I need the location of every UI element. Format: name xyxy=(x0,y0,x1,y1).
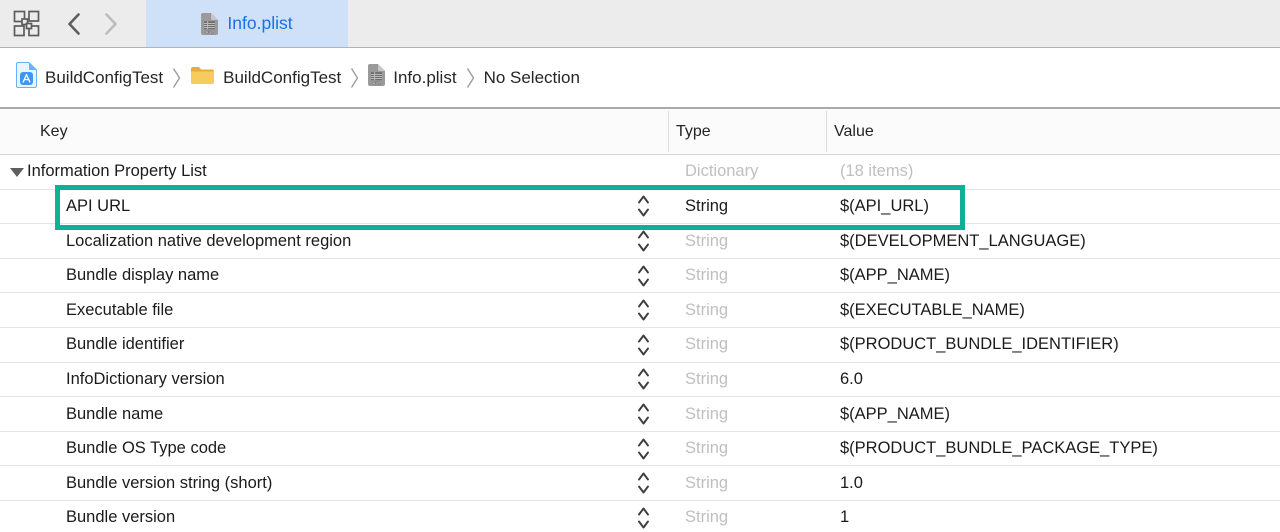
type-stepper[interactable] xyxy=(637,367,650,391)
table-row[interactable]: Bundle display name String $(APP_NAME) xyxy=(0,258,1280,294)
plist-file-icon: PLIST xyxy=(368,64,386,91)
row-type: String xyxy=(685,335,729,354)
row-type: String xyxy=(685,508,729,527)
row-key: Executable file xyxy=(66,300,174,319)
row-type: String xyxy=(685,369,729,388)
row-key: API URL xyxy=(66,196,131,215)
type-stepper[interactable] xyxy=(637,506,650,530)
type-stepper[interactable] xyxy=(637,298,650,322)
table-row[interactable]: InfoDictionary version String 6.0 xyxy=(0,362,1280,398)
breadcrumb: BuildConfigTest BuildConfigTest PLI xyxy=(0,48,1280,109)
row-key: Information Property List xyxy=(27,162,207,181)
row-type: String xyxy=(685,300,729,319)
row-value[interactable]: $(API_URL) xyxy=(840,196,929,215)
table-row[interactable]: Bundle OS Type code String $(PRODUCT_BUN… xyxy=(0,431,1280,467)
row-value[interactable]: $(APP_NAME) xyxy=(840,266,951,285)
row-key: Bundle version string (short) xyxy=(66,473,273,492)
related-items-icon[interactable] xyxy=(13,0,40,47)
forward-button[interactable] xyxy=(105,0,118,47)
table-row[interactable]: Executable file String $(EXECUTABLE_NAME… xyxy=(0,293,1280,329)
plist-file-icon: PLIST xyxy=(201,12,219,35)
table-row[interactable]: Information Property List Dictionary (18… xyxy=(0,155,1280,190)
column-divider xyxy=(826,111,827,152)
editor-tab-bar: PLIST Info.plist xyxy=(0,0,1280,48)
row-type: Dictionary xyxy=(685,162,759,181)
breadcrumb-item-file[interactable]: PLIST Info.plist xyxy=(368,64,457,91)
column-header-type: Type xyxy=(676,123,711,140)
folder-icon xyxy=(190,66,215,90)
tab-label: Info.plist xyxy=(227,13,293,33)
row-type: String xyxy=(685,473,729,492)
plist-file-icon: PLIST xyxy=(201,12,219,35)
table-row[interactable]: Bundle name String $(APP_NAME) xyxy=(0,397,1280,432)
row-value[interactable]: 1.0 xyxy=(840,473,863,492)
row-key: Bundle name xyxy=(66,404,164,423)
chevron-right-icon xyxy=(172,67,181,89)
type-stepper[interactable] xyxy=(637,333,650,357)
breadcrumb-label: Info.plist xyxy=(393,67,457,87)
table-row[interactable]: Bundle version String 1 xyxy=(0,501,1280,532)
type-stepper[interactable] xyxy=(637,264,650,288)
row-type: String xyxy=(685,231,729,250)
row-value[interactable]: $(DEVELOPMENT_LANGUAGE) xyxy=(840,231,1086,250)
plist-table-body: Information Property List Dictionary (18… xyxy=(0,155,1280,532)
table-row[interactable]: Localization native development region S… xyxy=(0,224,1280,259)
svg-text:PLIST: PLIST xyxy=(373,81,381,85)
row-key: Bundle OS Type code xyxy=(66,439,227,458)
breadcrumb-item-group[interactable]: BuildConfigTest xyxy=(190,66,341,90)
back-button[interactable] xyxy=(67,0,80,47)
row-key: Bundle display name xyxy=(66,266,220,285)
breadcrumb-item-selection[interactable]: No Selection xyxy=(484,68,580,88)
breadcrumb-item-project[interactable]: BuildConfigTest xyxy=(16,62,163,93)
row-value[interactable]: $(EXECUTABLE_NAME) xyxy=(840,300,1025,319)
disclosure-triangle-icon[interactable] xyxy=(10,167,24,177)
column-divider xyxy=(668,111,669,152)
row-key: Bundle identifier xyxy=(66,335,185,354)
row-value[interactable]: 6.0 xyxy=(840,369,863,388)
row-type: String xyxy=(685,266,729,285)
type-stepper[interactable] xyxy=(637,402,650,426)
breadcrumb-label: No Selection xyxy=(483,67,580,87)
project-icon xyxy=(16,62,37,93)
row-value[interactable]: 1 xyxy=(840,508,850,527)
plist-file-icon: PLIST xyxy=(368,64,386,86)
type-stepper[interactable] xyxy=(637,437,650,461)
row-key: InfoDictionary version xyxy=(66,369,225,388)
plist-table-header: Key Type Value xyxy=(0,109,1280,155)
tab-info-plist[interactable]: PLIST Info.plist xyxy=(146,0,348,47)
row-value[interactable]: $(APP_NAME) xyxy=(840,404,951,423)
row-key: Localization native development region xyxy=(66,231,352,250)
type-stepper[interactable] xyxy=(637,194,650,218)
table-row[interactable]: Bundle version string (short) String 1.0 xyxy=(0,466,1280,502)
type-stepper[interactable] xyxy=(637,229,650,253)
row-value[interactable]: $(PRODUCT_BUNDLE_IDENTIFIER) xyxy=(840,335,1119,354)
row-value[interactable]: $(PRODUCT_BUNDLE_PACKAGE_TYPE) xyxy=(840,439,1158,458)
row-type: String xyxy=(685,439,729,458)
type-stepper[interactable] xyxy=(637,471,650,495)
chevron-right-icon xyxy=(350,67,359,89)
chevron-right-icon xyxy=(466,67,475,89)
column-header-value: Value xyxy=(834,123,874,140)
breadcrumb-label: BuildConfigTest xyxy=(223,67,342,87)
row-type: String xyxy=(685,196,729,215)
column-header-key: Key xyxy=(40,123,68,140)
table-row[interactable]: API URL String $(API_URL) xyxy=(0,189,1280,225)
table-row[interactable]: Bundle identifier String $(PRODUCT_BUNDL… xyxy=(0,328,1280,363)
row-type: String xyxy=(685,404,729,423)
svg-text:PLIST: PLIST xyxy=(206,30,214,34)
row-key: Bundle version xyxy=(66,508,176,527)
row-value[interactable]: (18 items) xyxy=(840,162,914,181)
breadcrumb-label: BuildConfigTest xyxy=(45,67,164,87)
